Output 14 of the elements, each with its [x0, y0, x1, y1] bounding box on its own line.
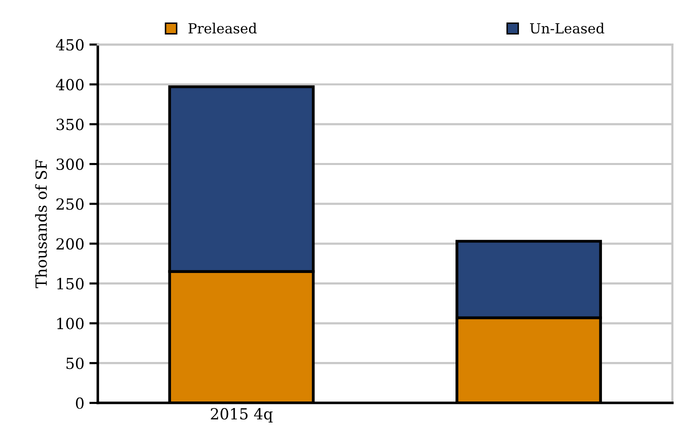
y-tick-label: 0 [76, 397, 84, 409]
y-tick-label: 450 [56, 39, 84, 51]
y-axis-title: Thousands of SF [35, 160, 47, 288]
y-tick-label: 350 [56, 118, 84, 130]
y-tick-label: 100 [57, 318, 84, 330]
y-tick-label: 300 [56, 158, 84, 170]
legend-label: Un-Leased [530, 22, 604, 34]
legend-label: Preleased [188, 22, 257, 34]
x-tick-label: 2015 4q [210, 408, 273, 423]
y-tick-label: 150 [57, 278, 84, 290]
y-tick-label: 250 [56, 198, 84, 210]
y-tick-label: 50 [66, 358, 84, 370]
y-tick-label: 400 [56, 78, 84, 90]
y-tick-label: 200 [56, 238, 84, 250]
